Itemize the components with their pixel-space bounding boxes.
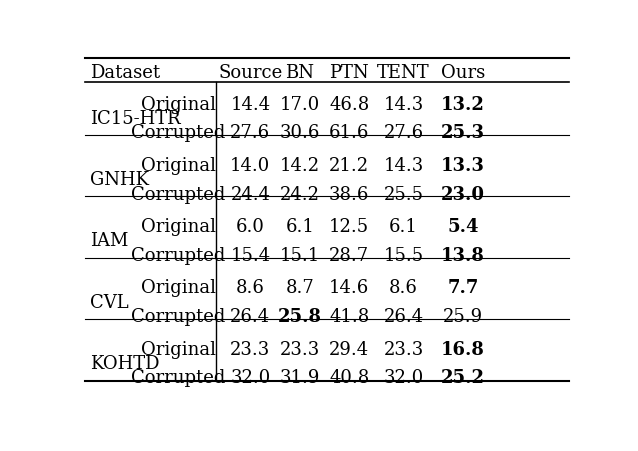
Text: Corrupted: Corrupted xyxy=(131,124,226,142)
Text: IAM: IAM xyxy=(89,232,128,250)
Text: Ours: Ours xyxy=(441,64,485,82)
Text: 38.6: 38.6 xyxy=(329,185,369,203)
Text: 15.4: 15.4 xyxy=(230,246,271,264)
Text: 40.8: 40.8 xyxy=(329,368,369,387)
Text: 8.7: 8.7 xyxy=(285,279,314,297)
Text: 6.0: 6.0 xyxy=(236,218,265,236)
Text: 5.4: 5.4 xyxy=(447,218,478,236)
Text: Corrupted: Corrupted xyxy=(131,246,226,264)
Text: 30.6: 30.6 xyxy=(279,124,320,142)
Text: 13.3: 13.3 xyxy=(441,156,485,175)
Text: 14.3: 14.3 xyxy=(383,96,424,114)
Text: Corrupted: Corrupted xyxy=(131,307,226,325)
Text: 6.1: 6.1 xyxy=(389,218,418,236)
Text: 26.4: 26.4 xyxy=(383,307,424,325)
Text: Original: Original xyxy=(141,279,216,297)
Text: 25.8: 25.8 xyxy=(278,307,322,325)
Text: 23.3: 23.3 xyxy=(230,340,271,358)
Text: 31.9: 31.9 xyxy=(279,368,320,387)
Text: PTN: PTN xyxy=(329,64,369,82)
Text: BN: BN xyxy=(285,64,315,82)
Text: 27.6: 27.6 xyxy=(383,124,424,142)
Text: 25.2: 25.2 xyxy=(441,368,485,387)
Text: 8.6: 8.6 xyxy=(389,279,418,297)
Text: Corrupted: Corrupted xyxy=(131,185,226,203)
Text: 14.4: 14.4 xyxy=(230,96,271,114)
Text: 32.0: 32.0 xyxy=(383,368,424,387)
Text: 25.5: 25.5 xyxy=(383,185,424,203)
Text: GNHK: GNHK xyxy=(89,171,149,189)
Text: 21.2: 21.2 xyxy=(329,156,369,175)
Text: KOHTD: KOHTD xyxy=(89,354,159,372)
Text: IC15-HTR: IC15-HTR xyxy=(89,110,181,128)
Text: Original: Original xyxy=(141,218,216,236)
Text: 14.2: 14.2 xyxy=(279,156,320,175)
Text: 27.6: 27.6 xyxy=(230,124,271,142)
Text: 46.8: 46.8 xyxy=(329,96,369,114)
Text: 23.3: 23.3 xyxy=(279,340,320,358)
Text: 15.5: 15.5 xyxy=(383,246,424,264)
Text: 25.9: 25.9 xyxy=(443,307,483,325)
Text: 23.0: 23.0 xyxy=(441,185,485,203)
Text: 28.7: 28.7 xyxy=(329,246,369,264)
Text: 32.0: 32.0 xyxy=(230,368,271,387)
Text: 29.4: 29.4 xyxy=(329,340,369,358)
Text: 15.1: 15.1 xyxy=(279,246,320,264)
Text: 23.3: 23.3 xyxy=(383,340,424,358)
Text: 8.6: 8.6 xyxy=(236,279,265,297)
Text: 14.0: 14.0 xyxy=(230,156,271,175)
Text: 12.5: 12.5 xyxy=(329,218,369,236)
Text: Source: Source xyxy=(218,64,283,82)
Text: Original: Original xyxy=(141,96,216,114)
Text: 24.4: 24.4 xyxy=(230,185,271,203)
Text: 6.1: 6.1 xyxy=(285,218,315,236)
Text: 25.3: 25.3 xyxy=(441,124,485,142)
Text: Original: Original xyxy=(141,340,216,358)
Text: CVL: CVL xyxy=(89,293,128,311)
Text: Dataset: Dataset xyxy=(89,64,160,82)
Text: 16.8: 16.8 xyxy=(441,340,485,358)
Text: 26.4: 26.4 xyxy=(230,307,271,325)
Text: 13.2: 13.2 xyxy=(441,96,485,114)
Text: 17.0: 17.0 xyxy=(279,96,320,114)
Text: 13.8: 13.8 xyxy=(441,246,485,264)
Text: 14.3: 14.3 xyxy=(383,156,424,175)
Text: TENT: TENT xyxy=(377,64,430,82)
Text: Corrupted: Corrupted xyxy=(131,368,226,387)
Text: 61.6: 61.6 xyxy=(329,124,369,142)
Text: 7.7: 7.7 xyxy=(447,279,478,297)
Text: 14.6: 14.6 xyxy=(329,279,369,297)
Text: Original: Original xyxy=(141,156,216,175)
Text: 24.2: 24.2 xyxy=(280,185,320,203)
Text: 41.8: 41.8 xyxy=(329,307,369,325)
